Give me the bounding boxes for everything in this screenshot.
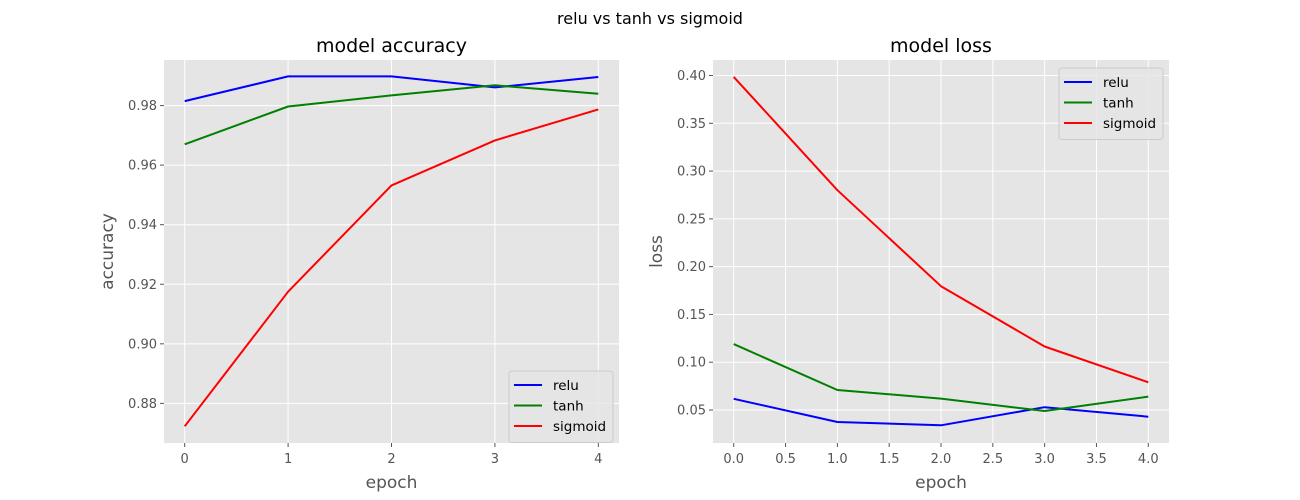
accuracy-x-tick-label: 3 [491,452,499,467]
loss-y-tick-label: 0.35 [677,117,706,132]
accuracy-y-axis-label: accuracy [98,213,118,290]
loss-x-tick-label: 1.0 [827,452,848,467]
loss-x-tick-label: 3.0 [1034,452,1055,467]
accuracy-legend-label-relu: relu [553,378,579,394]
accuracy-y-tick-label: 0.94 [128,218,157,233]
accuracy-x-tick-label: 1 [284,452,292,467]
loss-y-tick-label: 0.25 [677,212,706,227]
loss-y-tick-label: 0.05 [677,404,706,419]
loss-legend-label-sigmoid: sigmoid [1103,116,1156,132]
accuracy-y-tick-label: 0.96 [128,159,157,174]
loss-series-tanh-line [733,343,1149,412]
accuracy-legend-label-tanh: tanh [553,399,584,415]
loss-y-ticks: 0.05 0.10 0.15 0.20 0.25 0.30 0.35 0.40 [677,69,713,419]
loss-y-tick-label: 0.15 [677,308,706,323]
accuracy-series-relu-line [184,75,599,103]
loss-series-relu-line [733,397,1149,427]
loss-x-tick-label: 3.5 [1086,452,1107,467]
loss-legend-label-relu: relu [1103,75,1129,91]
accuracy-legend-frame [508,370,614,443]
accuracy-series-tanh-line [184,84,599,146]
loss-x-tick-label: 4.0 [1138,452,1159,467]
accuracy-series [183,75,599,427]
accuracy-chart: 0 1 2 3 4 0.88 0.90 0.92 0.94 0.96 0.98 model acc… [98,35,619,493]
loss-chart-title: model loss [890,35,992,57]
loss-x-axis-label: epoch [915,473,967,493]
accuracy-x-tick-label: 2 [387,452,395,467]
loss-x-tick-label: 2.0 [931,452,952,467]
loss-series-sigmoid-line [732,76,1149,384]
accuracy-grid [164,60,619,443]
loss-y-tick-label: 0.30 [677,165,706,180]
loss-y-tick-label: 0.10 [677,356,706,371]
loss-legend-label-tanh: tanh [1103,96,1134,112]
loss-x-tick-label: 0.5 [775,452,796,467]
accuracy-chart-title: model accuracy [316,35,467,57]
loss-x-tick-label: 2.5 [982,452,1003,467]
loss-x-ticks: 0.0 0.5 1.0 1.5 2.0 2.5 3.0 3.5 4.0 [723,443,1159,467]
accuracy-y-tick-label: 0.92 [128,278,157,293]
loss-y-tick-label: 0.40 [677,69,706,84]
loss-x-tick-label: 0.0 [723,452,744,467]
loss-legend: relu tanh sigmoid [1058,67,1164,140]
accuracy-y-tick-label: 0.90 [128,337,157,352]
accuracy-x-ticks: 0 1 2 3 4 [181,443,602,467]
accuracy-series-sigmoid-line [183,108,599,427]
accuracy-x-axis-label: epoch [366,473,418,493]
loss-x-tick-label: 1.5 [879,452,900,467]
accuracy-y-tick-label: 0.98 [128,99,157,114]
loss-chart: 0.0 0.5 1.0 1.5 2.0 2.5 3.0 3.5 4.0 0.05 0.10 0.15… [647,35,1169,493]
loss-y-axis-label: loss [647,235,667,268]
accuracy-x-tick-label: 0 [181,452,189,467]
loss-legend-frame [1058,67,1164,140]
accuracy-legend: relu tanh sigmoid [508,370,614,443]
accuracy-y-tick-label: 0.88 [128,397,157,412]
figure-suptitle: relu vs tanh vs sigmoid [557,9,743,28]
accuracy-legend-label-sigmoid: sigmoid [553,419,606,435]
loss-y-tick-label: 0.20 [677,260,706,275]
loss-series [732,76,1149,427]
loss-grid [713,60,1169,443]
accuracy-y-ticks: 0.88 0.90 0.92 0.94 0.96 0.98 [128,99,164,412]
accuracy-x-tick-label: 4 [594,452,602,467]
